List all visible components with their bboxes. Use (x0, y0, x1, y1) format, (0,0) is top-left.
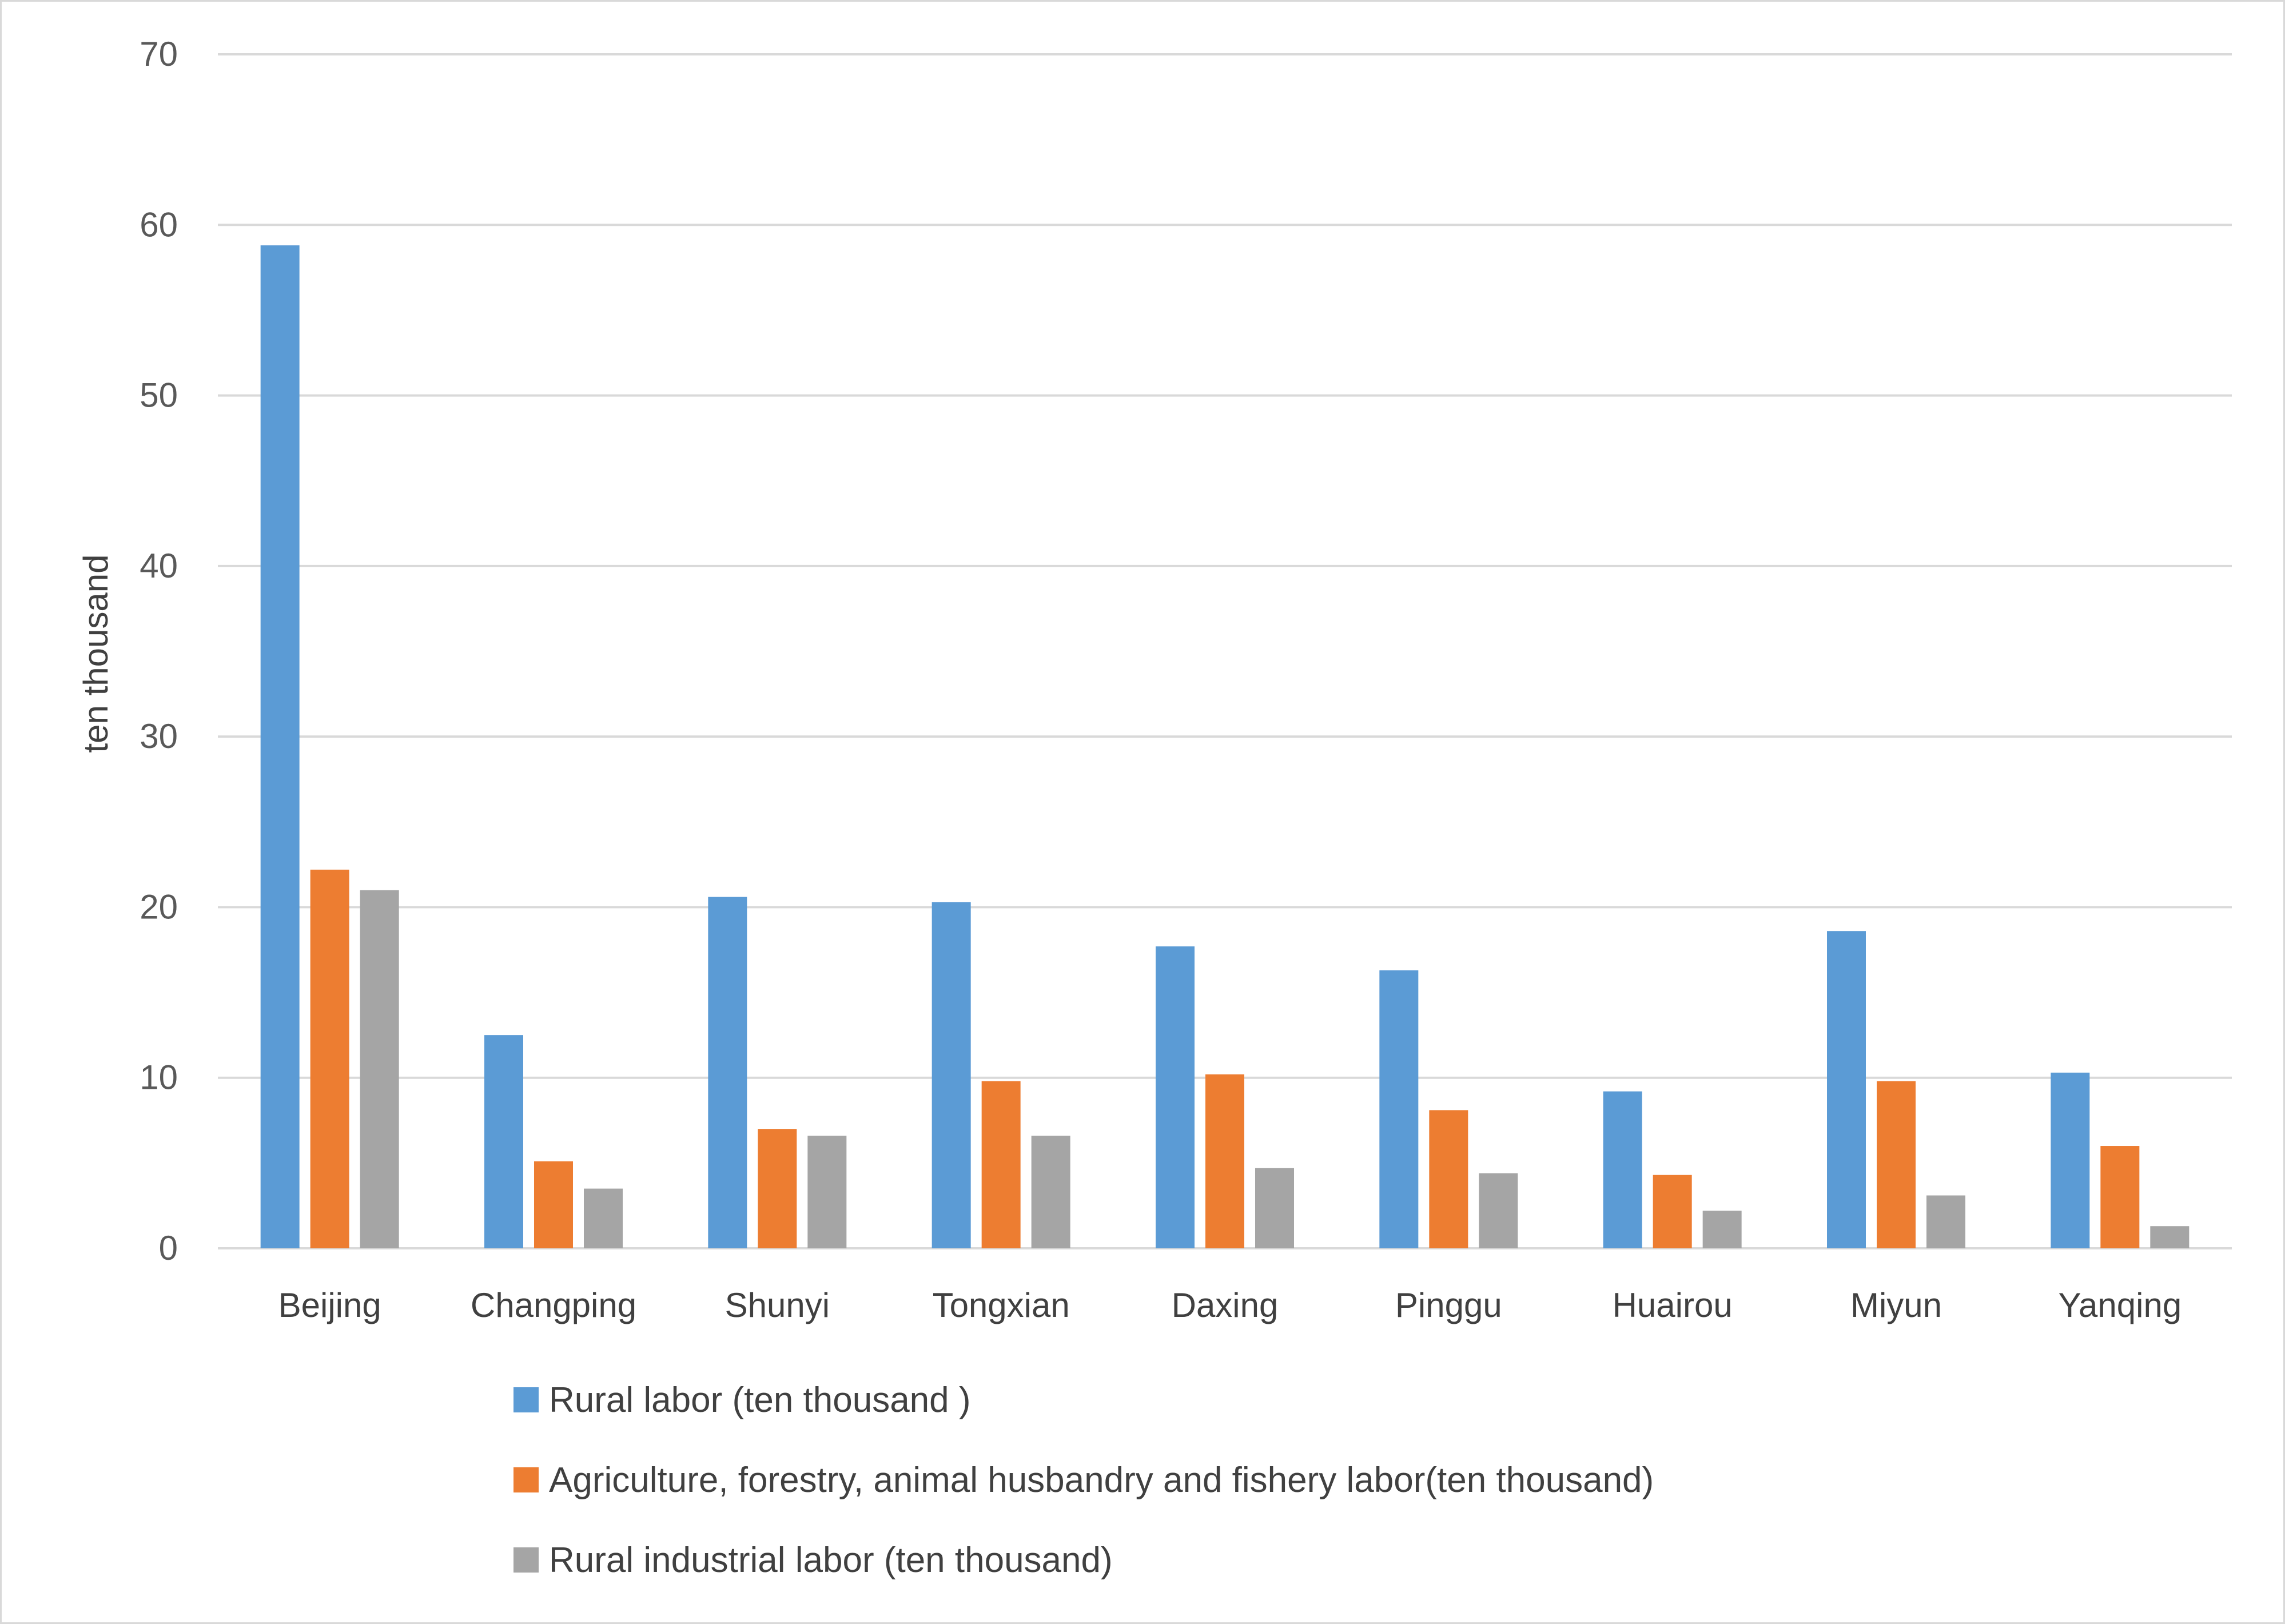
x-category-label: Tongxian (933, 1286, 1070, 1324)
bar-pinggu-series-1 (1379, 970, 1419, 1248)
legend: Rural labor (ten thousand ) Agriculture, … (513, 1380, 1654, 1580)
y-tick-label: 0 (159, 1229, 178, 1267)
bar-beijing-series-2 (310, 869, 349, 1248)
legend-label-1: Rural labor (ten thousand ) (549, 1380, 971, 1420)
x-category-label: Pinggu (1395, 1286, 1502, 1324)
y-tick-label: 40 (140, 547, 178, 585)
legend-swatch-3 (513, 1547, 539, 1573)
bar-changping-series-3 (584, 1188, 623, 1248)
y-tick-label: 70 (140, 35, 178, 73)
bar-yanqing-series-3 (2150, 1226, 2190, 1248)
x-category-label: Changping (471, 1286, 636, 1324)
bar-pinggu-series-3 (1479, 1173, 1518, 1248)
x-category-label: Shunyi (725, 1286, 830, 1324)
x-category-label: Daxing (1172, 1286, 1279, 1324)
bar-miyun-series-2 (1877, 1081, 1916, 1248)
bar-daxing-series-2 (1205, 1074, 1244, 1248)
x-category-label: Huairou (1613, 1286, 1733, 1324)
bars (260, 245, 2190, 1249)
x-category-label: Miyun (1850, 1286, 1942, 1324)
bar-tongxian-series-1 (931, 902, 971, 1248)
legend-label-2: Agriculture, forestry, animal husbandry … (549, 1460, 1654, 1500)
bar-huairou-series-1 (1603, 1091, 1642, 1248)
x-category-label: Yanqing (2058, 1286, 2182, 1324)
bar-huairou-series-2 (1653, 1175, 1692, 1248)
bar-miyun-series-3 (1926, 1195, 1965, 1248)
y-tick-label: 50 (140, 376, 178, 415)
gridlines (218, 53, 2232, 1249)
bar-shunyi-series-1 (708, 897, 747, 1248)
bar-daxing-series-3 (1255, 1168, 1294, 1248)
bar-shunyi-series-2 (758, 1129, 797, 1248)
legend-swatch-2 (513, 1467, 539, 1492)
y-tick-label: 20 (140, 887, 178, 926)
bar-tongxian-series-2 (981, 1081, 1021, 1248)
bar-beijing-series-1 (260, 245, 300, 1249)
y-axis-title: ten thousand (77, 555, 115, 753)
bar-huairou-series-3 (1702, 1211, 1742, 1248)
y-tick-label: 30 (140, 717, 178, 755)
x-axis-categories: Beijing Changping Shunyi Tongxian Daxing Ping… (278, 1286, 2182, 1324)
bar-beijing-series-3 (360, 890, 399, 1248)
bar-miyun-series-1 (1827, 931, 1866, 1248)
bar-pinggu-series-2 (1429, 1110, 1468, 1248)
bar-changping-series-2 (534, 1161, 573, 1248)
legend-swatch-1 (513, 1387, 539, 1412)
bar-daxing-series-1 (1156, 946, 1195, 1248)
y-tick-label: 60 (140, 205, 178, 244)
bar-shunyi-series-3 (807, 1136, 847, 1248)
bar-tongxian-series-3 (1031, 1136, 1070, 1248)
bar-yanqing-series-1 (2051, 1072, 2090, 1248)
x-category-label: Beijing (278, 1286, 381, 1324)
legend-label-3: Rural industrial labor (ten thousand) (549, 1541, 1113, 1580)
y-axis-ticks: 0 10 20 30 40 50 60 70 (140, 35, 178, 1267)
bar-yanqing-series-2 (2100, 1146, 2140, 1248)
bar-changping-series-1 (484, 1035, 523, 1248)
y-tick-label: 10 (140, 1058, 178, 1097)
